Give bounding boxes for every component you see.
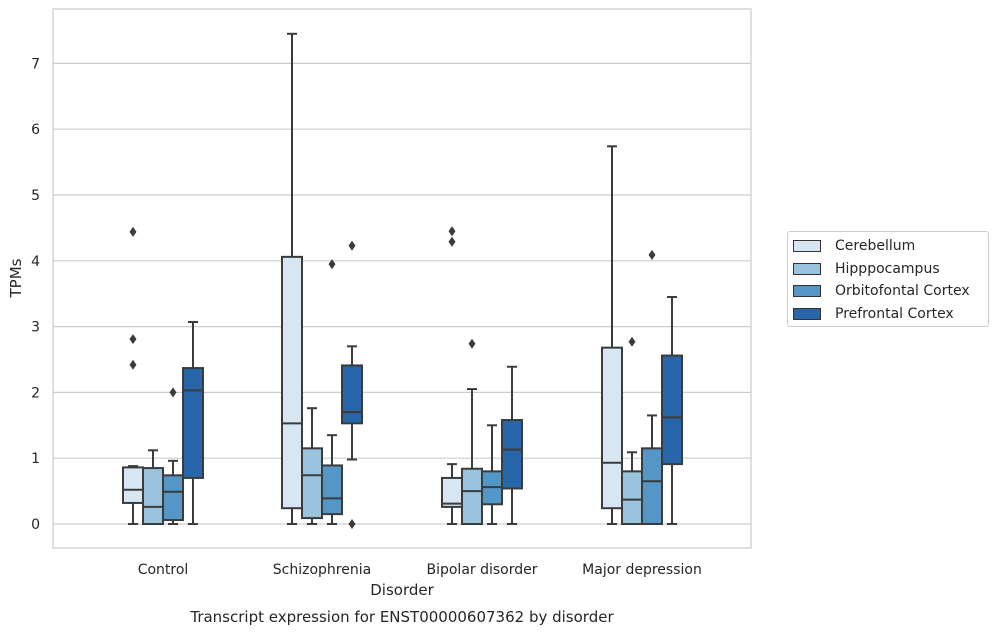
outlier-point [129, 226, 137, 237]
outlier-point [448, 236, 456, 247]
y-tick-label-7: 7 [31, 56, 40, 72]
legend-label: Hipppocampus [835, 260, 940, 277]
y-tick-label-3: 3 [31, 320, 40, 336]
box-3-2 [501, 365, 523, 525]
x-tick-label-0: Control [138, 562, 189, 578]
outlier-point [468, 338, 476, 349]
box-rect [321, 464, 343, 516]
box-0-0 [122, 226, 144, 525]
box-rect [142, 467, 164, 526]
legend-swatch [793, 240, 821, 253]
box-rect [341, 364, 363, 425]
legend-swatch [793, 262, 821, 275]
outlier-point [348, 519, 356, 529]
y-tick-label-1: 1 [31, 451, 40, 467]
legend-label: Orbitofontal Cortex [835, 283, 970, 300]
outlier-point [328, 259, 336, 270]
legend-item: Prefrontal Cortex [793, 303, 988, 326]
outlier-point [448, 226, 456, 237]
legend-swatch [793, 307, 821, 320]
y-tick-label-2: 2 [31, 385, 40, 401]
outlier-point [129, 334, 137, 345]
box-3-3 [661, 295, 683, 525]
box-rect [501, 419, 523, 490]
outlier-point [348, 240, 356, 251]
chart-title: Transcript expression for ENST0000060736… [189, 608, 614, 626]
x-axis-label: Disorder [370, 581, 434, 599]
y-tick-labels: 0 1 2 3 4 5 6 7 [31, 56, 40, 533]
plot-frame [52, 8, 752, 549]
box-rect [661, 354, 683, 466]
legend: Cerebellum Hipppocampus Orbitofontal Corte… [787, 231, 989, 327]
box-1-1 [301, 407, 323, 525]
y-tick-label-6: 6 [31, 122, 40, 138]
box-rect [122, 466, 144, 504]
box-rect [601, 346, 623, 510]
legend-label: Prefrontal Cortex [835, 305, 954, 322]
box-2-0 [162, 387, 184, 525]
x-tick-label-2: Bipolar disorder [426, 562, 537, 578]
box-3-0 [182, 320, 204, 525]
y-tick-label-0: 0 [31, 517, 40, 533]
y-axis-label: TPMs [7, 258, 25, 298]
box-2-3 [641, 249, 663, 525]
box-2-2 [481, 424, 503, 525]
box-rect [461, 467, 483, 525]
box-rect [621, 470, 643, 525]
box-rect [182, 367, 204, 479]
box-rect [301, 447, 323, 520]
legend-item: Orbitofontal Cortex [793, 280, 988, 303]
legend-item: Hipppocampus [793, 258, 988, 281]
outlier-point [129, 359, 137, 370]
box-rect [641, 447, 663, 525]
box-rect [162, 474, 184, 522]
legend-label: Cerebellum [835, 238, 916, 255]
x-tick-label-1: Schizophrenia [273, 562, 371, 578]
x-tick-labels: Control Schizophrenia Bipolar disorder Majo… [138, 562, 702, 578]
outlier-point [628, 336, 636, 347]
box-2-1 [321, 259, 343, 525]
box-0-1 [281, 32, 303, 525]
boxes-layer [122, 32, 683, 529]
box-0-3 [601, 145, 623, 525]
legend-swatch [793, 285, 821, 298]
y-tick-label-5: 5 [31, 188, 40, 204]
box-1-3 [621, 336, 643, 525]
legend-item: Cerebellum [793, 235, 988, 258]
x-tick-label-3: Major depression [582, 562, 702, 578]
box-1-2 [461, 338, 483, 525]
box-0-2 [441, 226, 463, 525]
box-3-1 [341, 240, 363, 529]
box-rect [441, 476, 463, 508]
y-tick-label-4: 4 [31, 254, 40, 270]
outlier-point [648, 249, 656, 260]
outlier-point [169, 387, 177, 398]
box-rect [281, 255, 303, 510]
